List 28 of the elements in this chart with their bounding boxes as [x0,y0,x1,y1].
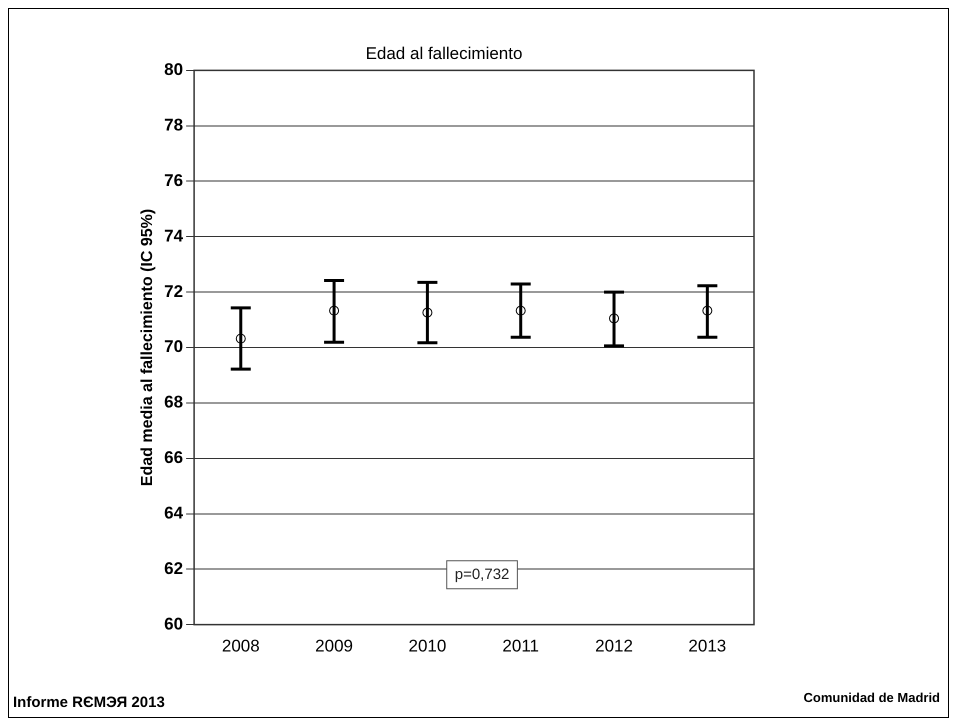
y-tick-label: 80 [164,60,184,80]
y-tick-label: 76 [164,170,184,190]
y-tick-label: 72 [164,282,184,301]
point [702,306,712,316]
y-axis-title: Edad media al fallecimiento (IC 95%) [139,208,156,486]
y-tick-label: 70 [164,337,184,356]
text: Comunidad de Madrid [804,690,940,705]
y-tick-label: 62 [164,558,184,578]
y-tick-label: 60 [164,614,184,634]
x-tick-label: 2012 [595,636,633,656]
point [236,334,246,344]
x-tick-label: 2013 [688,636,726,656]
y-tick-label: 64 [164,503,184,522]
point [329,306,340,316]
x-tick-label: 2008 [222,636,260,656]
point [609,313,620,324]
y-tick-label: 66 [164,448,184,468]
x-tick-label: 2010 [408,636,446,656]
chart-title: Edad al fallecimiento [366,44,522,63]
x-tick-label: 2009 [315,636,353,656]
y-tick-label: 68 [164,392,184,412]
y-tick-label: 78 [164,116,184,135]
text: Informe RЄМЭЯ 2013 [13,694,165,711]
x-tick-label: 2011 [502,636,539,656]
y-tick-label: 74 [164,226,184,246]
annotation: p=0,732 [454,566,510,583]
point [422,308,432,318]
point [516,306,526,316]
